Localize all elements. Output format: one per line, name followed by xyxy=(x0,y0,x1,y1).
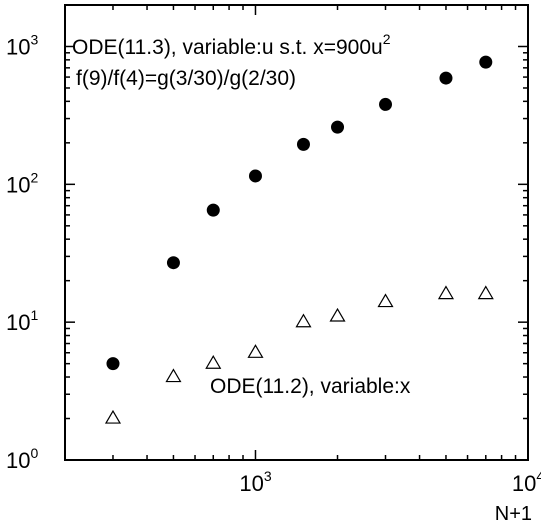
y-tick-label: 102 xyxy=(6,169,38,197)
filled-circle-point xyxy=(331,120,345,134)
annotation-ode-11-3: ODE(11.3), variable:u s.t. x=900u2 xyxy=(72,31,391,59)
annotation-ode-11-2: ODE(11.2), variable:x xyxy=(210,375,411,398)
open-triangle-point xyxy=(104,409,122,424)
data-marks xyxy=(104,55,494,424)
filled-circle-point xyxy=(479,55,493,69)
open-triangle-point xyxy=(205,355,222,369)
filled-circle-point xyxy=(439,71,453,85)
open-triangle-point xyxy=(247,344,264,358)
x-tick-label: 103 xyxy=(239,468,271,496)
filled-circle-point xyxy=(206,203,220,217)
open-triangle-point xyxy=(329,307,346,322)
y-tick-label: 103 xyxy=(6,31,38,59)
filled-circle-point xyxy=(379,97,393,111)
y-tick-label: 100 xyxy=(6,445,38,473)
open-triangle-point xyxy=(165,368,182,383)
x-tick-label: 104 xyxy=(512,468,541,496)
open-triangle-point xyxy=(477,285,494,300)
filled-circle-point xyxy=(166,256,180,270)
filled-circle-point xyxy=(106,357,120,371)
open-triangle-point xyxy=(295,313,312,328)
x-axis-label: N+1 xyxy=(495,503,532,525)
annotation-ratio: f(9)/f(4)=g(3/30)/g(2/30) xyxy=(76,67,296,90)
plot-frame xyxy=(64,4,529,461)
filled-circle-point xyxy=(248,169,262,183)
y-tick-label: 101 xyxy=(6,307,38,335)
filled-circle-point xyxy=(296,137,310,151)
open-triangle-point xyxy=(437,285,455,300)
open-triangle-point xyxy=(377,293,394,308)
axis-ticks: 103 104 100 101 102 103 xyxy=(6,4,541,496)
